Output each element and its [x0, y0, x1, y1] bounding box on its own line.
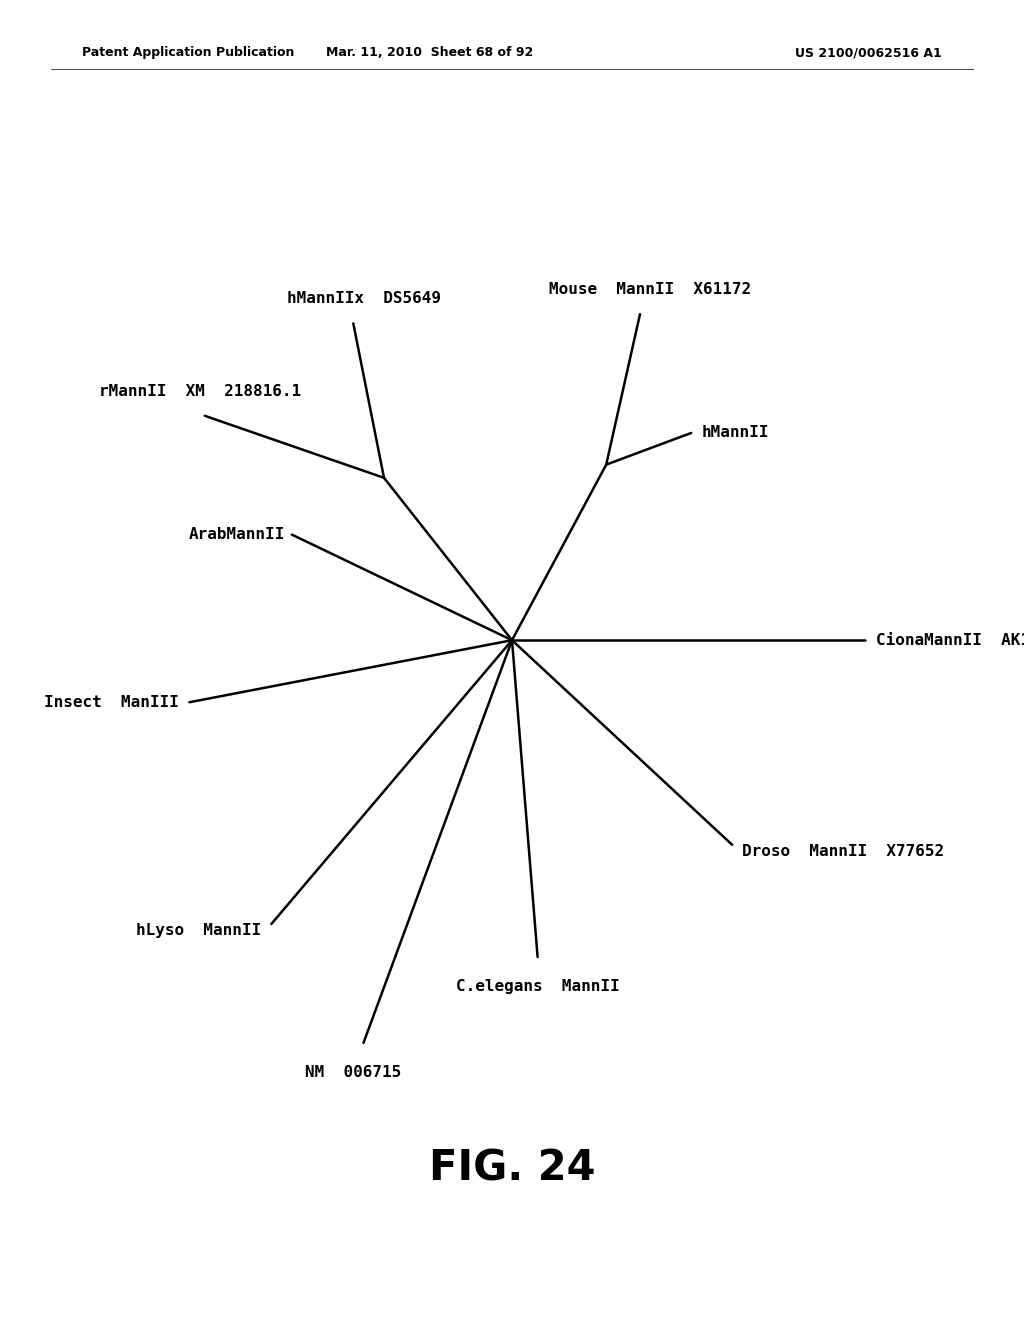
Text: NM  006715: NM 006715 [305, 1065, 401, 1080]
Text: FIG. 24: FIG. 24 [429, 1147, 595, 1189]
Text: hMannII: hMannII [701, 425, 769, 441]
Text: C.elegans  MannII: C.elegans MannII [456, 979, 620, 994]
Text: US 2100/0062516 A1: US 2100/0062516 A1 [796, 46, 942, 59]
Text: rMannII  XM  218816.1: rMannII XM 218816.1 [98, 384, 301, 399]
Text: Insect  ManIII: Insect ManIII [44, 694, 179, 710]
Text: Mar. 11, 2010  Sheet 68 of 92: Mar. 11, 2010 Sheet 68 of 92 [327, 46, 534, 59]
Text: hLyso  MannII: hLyso MannII [136, 923, 261, 939]
Text: hMannIIx  DS5649: hMannIIx DS5649 [287, 292, 440, 306]
Text: Patent Application Publication: Patent Application Publication [82, 46, 294, 59]
Text: CionaMannII  AK116684: CionaMannII AK116684 [876, 632, 1024, 648]
Text: ArabMannII: ArabMannII [188, 527, 285, 543]
Text: Mouse  MannII  X61172: Mouse MannII X61172 [549, 282, 752, 297]
Text: Droso  MannII  X77652: Droso MannII X77652 [742, 843, 944, 859]
